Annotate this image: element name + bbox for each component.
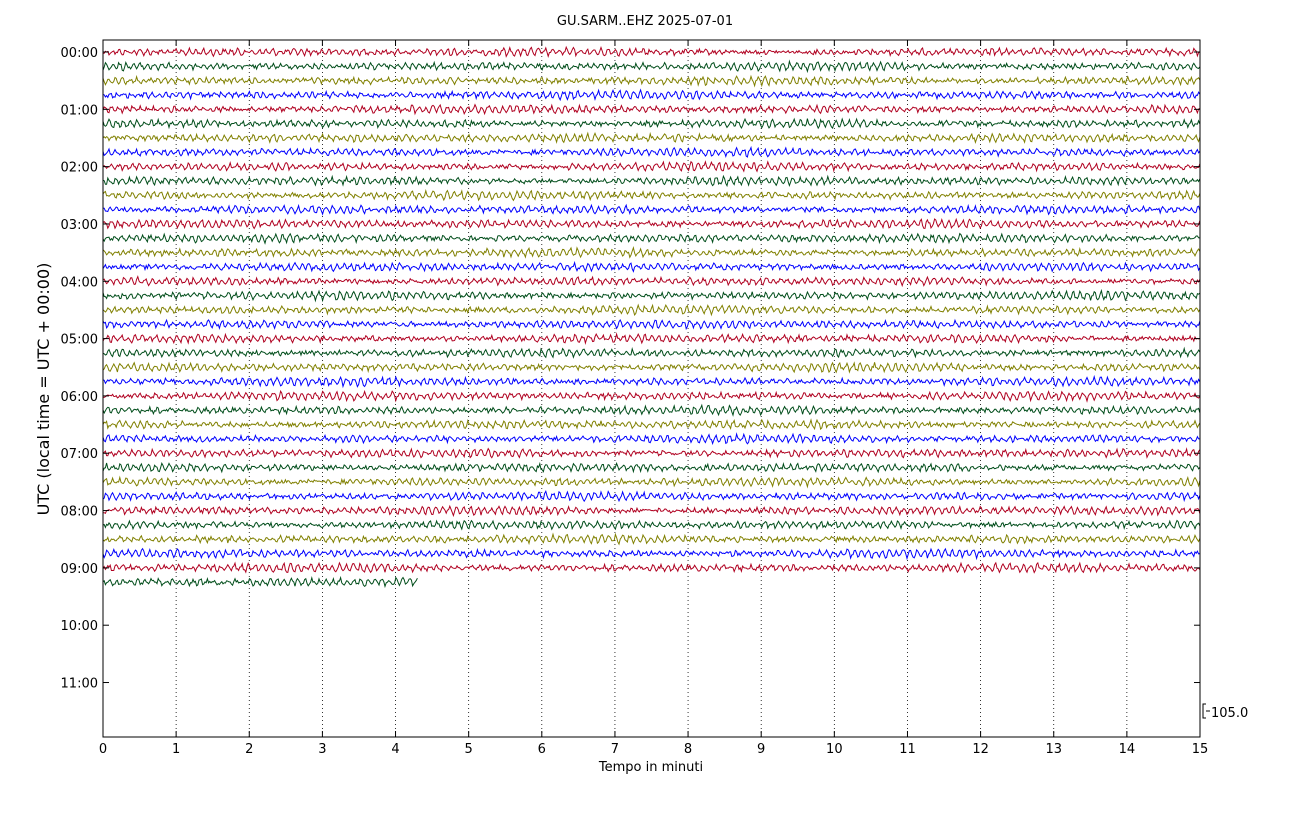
- y-tick-label: 05:00: [61, 333, 98, 348]
- grid-lines: [175, 40, 1128, 737]
- chart-title: GU.SARM..EHZ 2025-07-01: [557, 14, 733, 29]
- seismic-trace: [102, 103, 1201, 116]
- seismic-trace: [102, 303, 1201, 317]
- amplitude-scale-bar: 105.0: [1202, 703, 1248, 721]
- x-tick-label: 7: [611, 742, 619, 757]
- seismic-traces: [102, 45, 1201, 589]
- seismic-trace: [102, 447, 1201, 459]
- seismic-trace: [102, 418, 1201, 431]
- y-tick-label: 09:00: [61, 562, 98, 577]
- seismic-trace: [102, 246, 1201, 259]
- x-tick-label: 9: [757, 742, 765, 757]
- y-tick-label: 07:00: [61, 447, 98, 462]
- y-tick-label: 10:00: [61, 619, 98, 634]
- seismic-trace: [102, 361, 1201, 374]
- y-tick-label: 06:00: [61, 390, 98, 405]
- seismic-trace: [102, 188, 1201, 202]
- seismic-trace: [102, 547, 1200, 561]
- seismic-trace: [102, 160, 1201, 173]
- seismic-trace: [102, 432, 1200, 446]
- seismic-trace: [102, 561, 1201, 574]
- seismic-trace: [102, 74, 1201, 88]
- y-tick-label: 04:00: [61, 275, 98, 290]
- seismic-trace: [102, 232, 1200, 245]
- seismic-trace: [102, 575, 418, 589]
- x-tick-label: 3: [318, 742, 326, 757]
- y-tick-label: 11:00: [61, 677, 98, 692]
- x-tick-label: 1: [172, 742, 180, 757]
- seismic-trace: [102, 59, 1201, 74]
- x-axis-ticks: 0 1 2 3 4 5 6 7 8 9 10 11 12 13 14 15: [99, 40, 1208, 757]
- y-axis-label: UTC (local time = UTC + 00:00): [34, 263, 53, 516]
- amplitude-scale-label: 105.0: [1211, 706, 1248, 721]
- y-tick-label: 00:00: [61, 46, 98, 61]
- seismic-trace: [102, 131, 1201, 145]
- x-axis-label: Tempo in minuti: [598, 760, 703, 775]
- plot-frame: [102, 39, 1201, 738]
- seismic-trace: [102, 346, 1201, 359]
- seismic-trace: [102, 275, 1201, 288]
- y-tick-label: 02:00: [61, 161, 98, 176]
- seismic-trace: [102, 318, 1201, 331]
- y-tick-label: 01:00: [61, 103, 98, 118]
- seismic-trace: [103, 45, 1200, 59]
- x-tick-label: 14: [1119, 742, 1136, 757]
- x-tick-label: 6: [538, 742, 546, 757]
- seismic-trace: [102, 117, 1201, 130]
- x-tick-label: 11: [899, 742, 916, 757]
- x-tick-label: 8: [684, 742, 692, 757]
- seismic-trace: [102, 389, 1201, 403]
- x-tick-label: 10: [826, 742, 843, 757]
- seismic-trace: [103, 504, 1201, 518]
- seismic-trace: [102, 88, 1201, 102]
- x-tick-label: 5: [465, 742, 473, 757]
- x-tick-label: 0: [99, 742, 107, 757]
- seismic-trace: [102, 260, 1201, 273]
- seismic-trace: [102, 475, 1201, 489]
- x-tick-label: 4: [391, 742, 399, 757]
- seismic-trace: [102, 203, 1201, 216]
- y-tick-label: 03:00: [61, 218, 98, 233]
- seismic-trace: [102, 519, 1201, 531]
- x-tick-label: 12: [972, 742, 989, 757]
- y-tick-label: 08:00: [61, 505, 98, 520]
- seismic-trace: [102, 145, 1201, 159]
- x-tick-label: 13: [1045, 742, 1062, 757]
- seismic-trace: [102, 288, 1201, 303]
- seismic-trace: [102, 403, 1201, 417]
- seismic-trace: [102, 489, 1201, 503]
- seismic-trace: [102, 332, 1200, 345]
- seismic-trace: [102, 217, 1201, 230]
- seismic-trace: [102, 532, 1201, 546]
- seismic-trace: [102, 461, 1201, 474]
- seismic-trace: [102, 174, 1201, 188]
- seismic-trace: [102, 374, 1201, 389]
- x-tick-label: 2: [245, 742, 253, 757]
- x-tick-label: 15: [1192, 742, 1209, 757]
- y-axis-ticks: 00:00 01:00 02:00 03:00 04:00 05:00 06:00 07:00…: [61, 46, 1200, 692]
